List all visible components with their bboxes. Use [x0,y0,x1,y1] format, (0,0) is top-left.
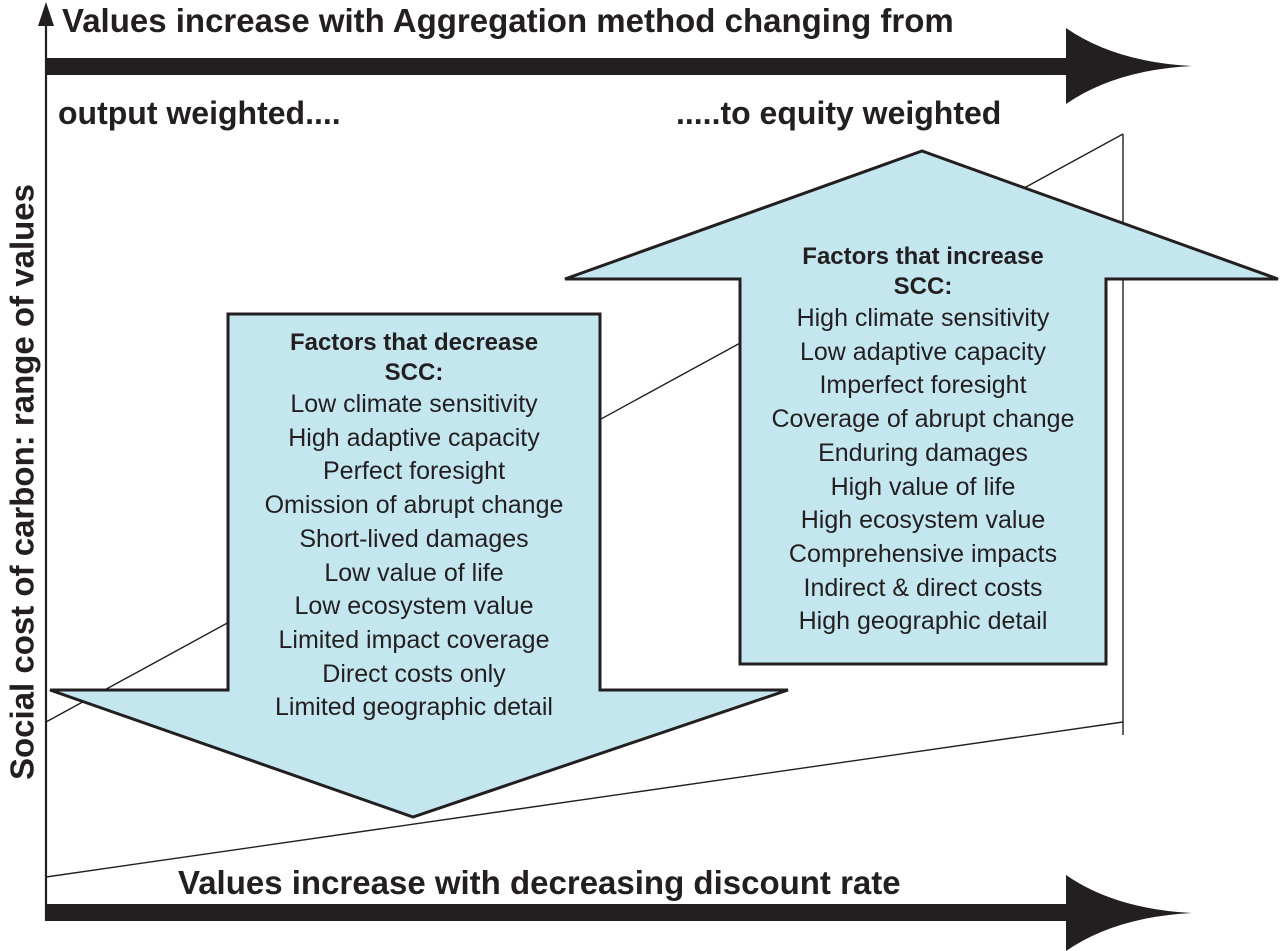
increase-factor-item: High climate sensitivity [796,304,1050,332]
increase-factor-item: Low adaptive capacity [800,337,1046,366]
increase-factors-heading: Factors that increase SCC: [802,243,1044,300]
decrease-factor-item: Perfect foresight [322,457,506,486]
equity-weighted-label: .....to equity weighted [676,95,1002,131]
aggregation-method-title: Values increase with Aggregation method … [62,2,954,39]
decrease-factor-item: Low climate sensitivity [290,390,538,418]
increase-factor-item: High value of life [830,472,1016,501]
range-lower-line [45,721,1124,878]
decrease-factor-item: Direct costs only [322,659,506,688]
bottom-arrow-shaft [46,904,1076,921]
discount-rate-title: Values increase with decreasing discount… [178,864,901,901]
increase-factor-item: Indirect & direct costs [803,573,1043,602]
decrease-factor-item: Limited impact coverage [278,625,550,654]
decrease-factors-heading: Factors that decrease SCC: [289,329,539,386]
decrease-factor-item: High adaptive capacity [288,423,540,452]
y-axis-label: Social cost of carbon: range of values [3,184,41,780]
decrease-factor-item: Short-lived damages [299,524,529,553]
increase-factors-list: High climate sensitivity Low adaptive ca… [740,302,1106,639]
output-weighted-label: output weighted.... [58,95,341,131]
increase-factor-item: Comprehensive impacts [788,539,1058,568]
decrease-factors-box: Factors that decrease SCC: Low climate s… [228,328,600,725]
top-arrow-head [1066,28,1192,104]
increase-factor-item: High ecosystem value [800,506,1046,535]
increase-factor-item: High geographic detail [798,607,1048,636]
decrease-factor-item: Omission of abrupt change [264,491,564,520]
increase-factor-item: Imperfect foresight [819,371,1027,400]
increase-factors-box: Factors that increase SCC: High climate … [740,242,1106,639]
decrease-arrow-shape [49,312,789,819]
top-arrow-shaft [46,58,1076,75]
decrease-factor-item: Low ecosystem value [294,592,534,621]
bottom-arrow-head [1066,875,1192,951]
decrease-factor-item: Low value of life [324,558,504,587]
decrease-factors-list: Low climate sensitivity High adaptive ca… [228,388,600,725]
increase-arrow-shape [564,149,1279,666]
decrease-factor-item: Limited geographic detail [275,693,553,722]
y-axis-arrowhead [38,2,54,26]
increase-factor-item: Enduring damages [818,438,1028,467]
increase-factor-item: Coverage of abrupt change [771,405,1075,434]
